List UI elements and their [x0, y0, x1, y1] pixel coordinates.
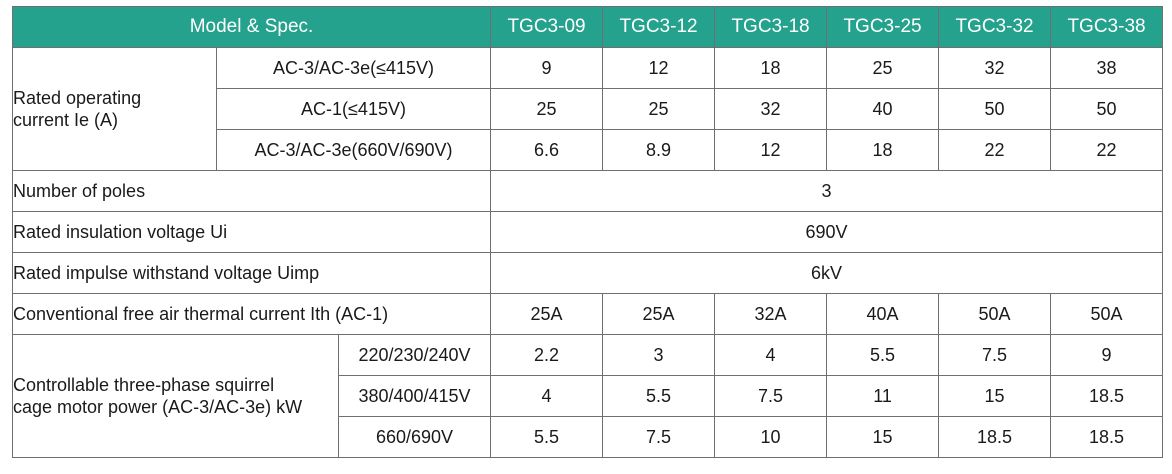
insulation-label: Rated insulation voltage Ui: [11, 211, 492, 253]
value-cell: 7.5: [938, 334, 1052, 376]
poles-value: 3: [490, 170, 1164, 212]
table-row: Conventional free air thermal current It…: [11, 293, 1164, 335]
value-cell: 5.5: [490, 416, 604, 458]
value-cell: 32: [714, 88, 828, 130]
value-cell: 7.5: [714, 375, 828, 417]
table-row: 660/690V 5.5 7.5 10 15 18.5 18.5: [13, 416, 1164, 458]
label-line: current Ie (A): [13, 110, 119, 130]
spec-header: Model & Spec.: [11, 6, 492, 48]
condition-cell: AC-1(≤415V): [215, 88, 492, 130]
value-cell: 4: [490, 375, 604, 417]
rated-current-label: Rated operating current Ie (A): [12, 47, 217, 171]
value-cell: 25A: [490, 293, 604, 335]
impulse-value: 6kV: [490, 252, 1164, 294]
value-cell: 6.6: [490, 129, 604, 171]
voltage-cell: 660/690V: [337, 416, 492, 458]
value-cell: 9: [490, 47, 604, 89]
voltage-cell: 380/400/415V: [337, 375, 492, 417]
value-cell: 11: [826, 375, 940, 417]
condition-cell: AC-3/AC-3e(660V/690V): [215, 129, 492, 171]
value-cell: 50: [1050, 88, 1164, 130]
value-cell: 3: [602, 334, 716, 376]
spec-table: Model & Spec. TGC3-09 TGC3-12 TGC3-18 TG…: [11, 6, 1164, 458]
value-cell: 25A: [602, 293, 716, 335]
model-header: TGC3-18: [714, 6, 828, 48]
table-row: Number of poles 3: [11, 170, 1164, 212]
value-cell: 5.5: [602, 375, 716, 417]
value-cell: 15: [938, 375, 1052, 417]
value-cell: 32A: [714, 293, 828, 335]
value-cell: 15: [826, 416, 940, 458]
model-header: TGC3-32: [938, 6, 1052, 48]
motor-power-label: Controllable three-phase squirrel cage m…: [12, 334, 339, 458]
value-cell: 22: [1050, 129, 1164, 171]
value-cell: 8.9: [602, 129, 716, 171]
value-cell: 2.2: [490, 334, 604, 376]
table-row: Rated impulse withstand voltage Uimp 6kV: [11, 252, 1164, 294]
value-cell: 18.5: [1050, 375, 1164, 417]
value-cell: 18: [826, 129, 940, 171]
value-cell: 40A: [826, 293, 940, 335]
value-cell: 50: [938, 88, 1052, 130]
table-row: Rated insulation voltage Ui 690V: [11, 211, 1164, 253]
value-cell: 50A: [1050, 293, 1164, 335]
label-line: cage motor power (AC-3/AC-3e) kW: [13, 397, 303, 417]
value-cell: 18.5: [938, 416, 1052, 458]
table-row: AC-3/AC-3e(660V/690V) 6.6 8.9 12 18 22 2…: [13, 129, 1164, 171]
table-row: AC-1(≤415V) 25 25 32 40 50 50: [13, 88, 1164, 130]
insulation-value: 690V: [490, 211, 1164, 253]
table-row: Rated operating current Ie (A) AC-3/AC-3…: [12, 47, 1164, 171]
value-cell: 9: [1050, 334, 1164, 376]
value-cell: 38: [1050, 47, 1164, 89]
value-cell: 22: [938, 129, 1052, 171]
value-cell: 40: [826, 88, 940, 130]
value-cell: 5.5: [826, 334, 940, 376]
model-header: TGC3-25: [826, 6, 940, 48]
value-cell: 32: [938, 47, 1052, 89]
table-row: Controllable three-phase squirrel cage m…: [12, 334, 1164, 458]
value-cell: 25: [602, 88, 716, 130]
label-line: Rated operating: [13, 88, 142, 108]
value-cell: 25: [490, 88, 604, 130]
value-cell: 12: [602, 47, 716, 89]
label-line: Controllable three-phase squirrel: [13, 375, 275, 395]
value-cell: 7.5: [602, 416, 716, 458]
value-cell: 25: [826, 47, 940, 89]
poles-label: Number of poles: [11, 170, 492, 212]
value-cell: 18: [714, 47, 828, 89]
impulse-label: Rated impulse withstand voltage Uimp: [11, 252, 492, 294]
header-row: Model & Spec. TGC3-09 TGC3-12 TGC3-18 TG…: [11, 6, 1164, 48]
thermal-label: Conventional free air thermal current It…: [11, 293, 492, 335]
value-cell: 18.5: [1050, 416, 1164, 458]
value-cell: 10: [714, 416, 828, 458]
value-cell: 50A: [938, 293, 1052, 335]
value-cell: 12: [714, 129, 828, 171]
value-cell: 4: [714, 334, 828, 376]
voltage-cell: 220/230/240V: [337, 334, 492, 376]
model-header: TGC3-12: [602, 6, 716, 48]
model-header: TGC3-38: [1050, 6, 1164, 48]
condition-cell: AC-3/AC-3e(≤415V): [215, 47, 492, 89]
model-header: TGC3-09: [490, 6, 604, 48]
